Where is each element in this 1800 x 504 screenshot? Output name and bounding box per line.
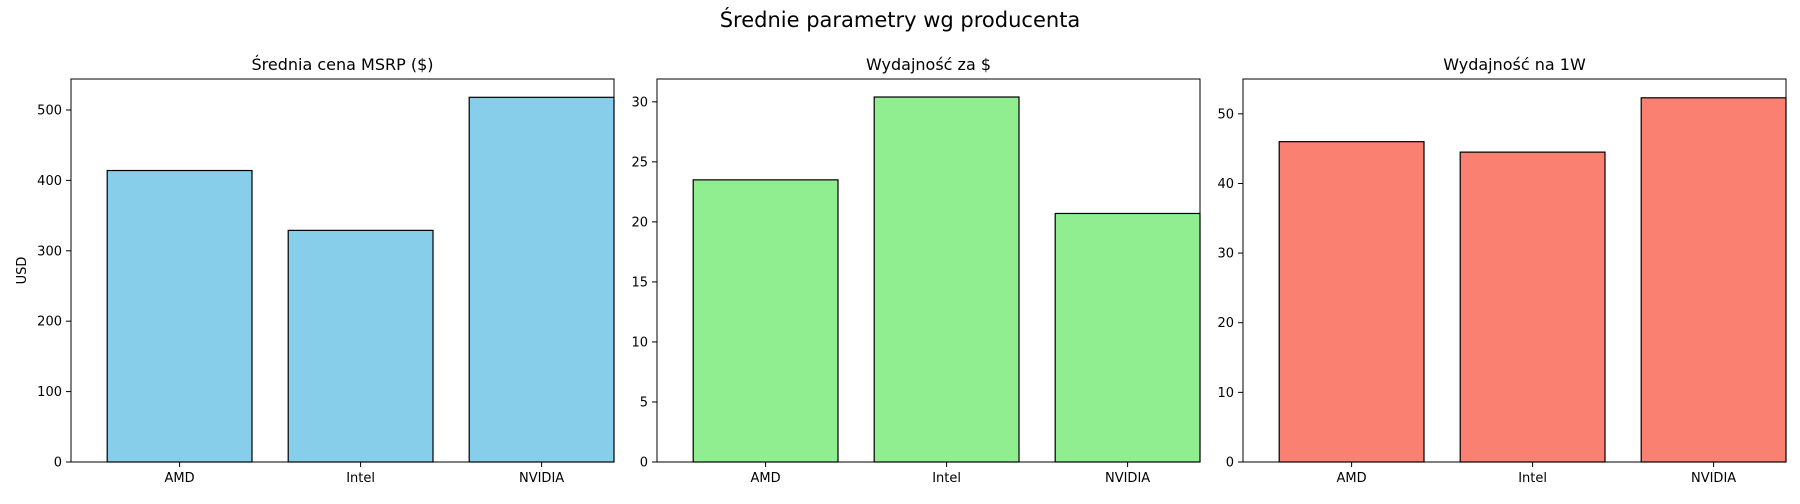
- y-tick-label: 0: [1226, 456, 1234, 471]
- axes-frame: [70, 78, 615, 463]
- x-tick-label: Intel: [1518, 471, 1547, 486]
- y-tick-label: 30: [631, 95, 648, 110]
- y-tick-label: 40: [1217, 177, 1234, 192]
- x-tick-label: Intel: [346, 471, 375, 486]
- chart-title: Wydajność na 1W: [1443, 55, 1586, 74]
- y-tick-label: 5: [640, 395, 648, 410]
- x-tick-label: AMD: [165, 471, 195, 486]
- y-tick-label: 20: [1217, 316, 1234, 331]
- y-tick-label: 50: [1217, 107, 1234, 122]
- chart-title: Średnia cena MSRP ($): [251, 55, 433, 74]
- x-tick-label: NVIDIA: [1105, 471, 1150, 486]
- bar-amd: [106, 169, 253, 463]
- y-tick-label: 10: [1217, 386, 1234, 401]
- y-tick-label: 25: [631, 155, 648, 170]
- x-tick-label: Intel: [932, 471, 961, 486]
- bar-nvidia: [468, 96, 615, 463]
- x-tick-label: NVIDIA: [519, 471, 564, 486]
- y-tick-label: 300: [37, 244, 62, 259]
- bar-intel: [287, 229, 434, 463]
- y-axis-label: USD: [15, 257, 30, 285]
- figure-title: Średnie parametry wg producenta: [719, 8, 1081, 32]
- bar-amd: [692, 179, 839, 463]
- bar-intel: [873, 96, 1020, 463]
- y-tick-label: 20: [631, 215, 648, 230]
- y-tick-label: 30: [1217, 247, 1234, 262]
- axes-frame: [1242, 78, 1787, 463]
- y-tick-label: 100: [37, 385, 62, 400]
- y-tick-label: 15: [631, 275, 648, 290]
- bar-nvidia: [1054, 212, 1201, 463]
- y-tick-label: 400: [37, 174, 62, 189]
- x-tick-label: AMD: [751, 471, 781, 486]
- bar-amd: [1278, 141, 1425, 463]
- bar-nvidia: [1640, 97, 1787, 463]
- y-tick-label: 0: [640, 456, 648, 471]
- chart-panel-2: 0 5 10 15 20 25 30 AMD Intel NVIDIA Wydajność za $: [631, 55, 1201, 486]
- y-tick-label: 10: [631, 335, 648, 350]
- axes-frame: [656, 78, 1201, 463]
- y-tick-label: 200: [37, 315, 62, 330]
- x-tick-label: NVIDIA: [1691, 471, 1736, 486]
- y-tick-label: 500: [37, 103, 62, 118]
- y-tick-label: 0: [54, 456, 62, 471]
- chart-title: Wydajność za $: [866, 55, 991, 74]
- x-tick-label: AMD: [1337, 471, 1367, 486]
- chart-panel-1: 0 100 200 300 400 500 AMD Intel NVIDIA Średnia ce…: [15, 55, 615, 486]
- bar-intel: [1459, 151, 1606, 463]
- chart-panel-3: 0 10 20 30 40 50 AMD Intel NVIDIA Wydajność na 1W: [1217, 55, 1787, 486]
